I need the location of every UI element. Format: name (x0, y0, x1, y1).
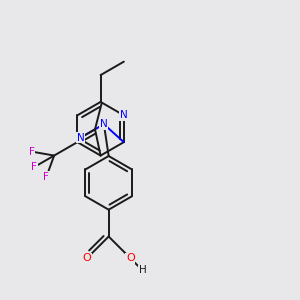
Text: N: N (77, 133, 85, 142)
Text: N: N (120, 110, 128, 120)
Text: O: O (126, 253, 135, 263)
Text: H: H (139, 266, 146, 275)
Text: O: O (83, 253, 92, 263)
Text: N: N (100, 119, 108, 129)
Text: F: F (29, 147, 34, 157)
Text: F: F (32, 162, 37, 172)
Text: F: F (44, 172, 49, 182)
